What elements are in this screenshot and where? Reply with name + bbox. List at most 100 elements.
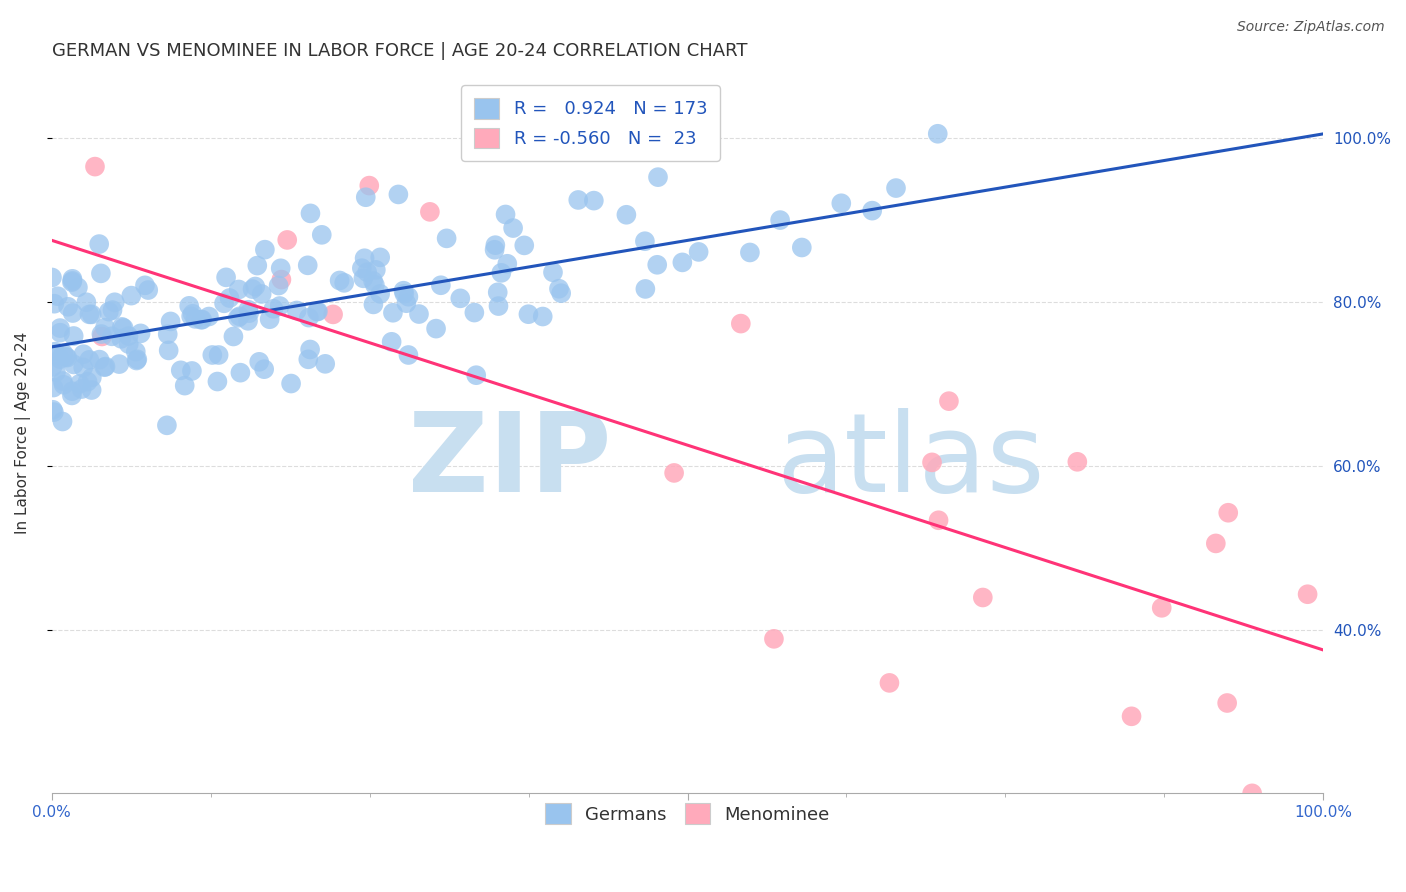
Point bbox=[70, 382, 93, 396]
Point bbox=[45, 365, 67, 379]
Point bbox=[269, 299, 291, 313]
Point bbox=[75, 295, 97, 310]
Point bbox=[927, 127, 949, 141]
Point bbox=[647, 170, 669, 185]
Point bbox=[127, 352, 149, 367]
Point bbox=[465, 368, 488, 383]
Point bbox=[830, 196, 852, 211]
Point bbox=[738, 245, 761, 260]
Point bbox=[229, 366, 252, 380]
Point bbox=[364, 277, 387, 292]
Point bbox=[517, 307, 540, 321]
Point bbox=[381, 306, 404, 320]
Point bbox=[181, 364, 204, 378]
Point bbox=[762, 632, 785, 646]
Point bbox=[84, 160, 107, 174]
Point bbox=[513, 238, 536, 252]
Point bbox=[361, 274, 384, 288]
Point bbox=[181, 307, 204, 321]
Point bbox=[42, 405, 65, 419]
Point bbox=[259, 312, 281, 326]
Point bbox=[129, 326, 152, 341]
Point bbox=[226, 310, 249, 325]
Point bbox=[94, 320, 117, 334]
Point bbox=[56, 351, 79, 365]
Point bbox=[270, 272, 292, 286]
Text: Source: ZipAtlas.com: Source: ZipAtlas.com bbox=[1237, 20, 1385, 34]
Point bbox=[104, 295, 127, 310]
Point bbox=[222, 329, 245, 343]
Point bbox=[72, 360, 94, 375]
Point bbox=[463, 305, 485, 319]
Point bbox=[97, 304, 120, 318]
Point bbox=[305, 304, 328, 318]
Point bbox=[297, 352, 319, 367]
Point bbox=[101, 303, 124, 318]
Text: atlas: atlas bbox=[776, 409, 1045, 516]
Point bbox=[1218, 506, 1240, 520]
Point bbox=[66, 280, 89, 294]
Point bbox=[430, 278, 453, 293]
Point bbox=[80, 383, 103, 397]
Point bbox=[125, 344, 148, 359]
Point bbox=[394, 286, 416, 301]
Point bbox=[436, 231, 458, 245]
Point bbox=[108, 357, 131, 371]
Point bbox=[938, 394, 960, 409]
Point bbox=[285, 303, 308, 318]
Point bbox=[1296, 587, 1319, 601]
Point bbox=[110, 332, 132, 346]
Point bbox=[136, 283, 159, 297]
Point bbox=[111, 319, 134, 334]
Point bbox=[60, 384, 83, 399]
Point bbox=[69, 376, 91, 391]
Point bbox=[662, 466, 685, 480]
Point bbox=[263, 301, 285, 316]
Point bbox=[395, 296, 418, 310]
Text: GERMAN VS MENOMINEE IN LABOR FORCE | AGE 20-24 CORRELATION CHART: GERMAN VS MENOMINEE IN LABOR FORCE | AGE… bbox=[52, 42, 748, 60]
Point bbox=[118, 337, 141, 351]
Point bbox=[688, 244, 710, 259]
Point bbox=[51, 415, 73, 429]
Point bbox=[311, 227, 333, 242]
Point bbox=[250, 287, 273, 301]
Text: ZIP: ZIP bbox=[408, 409, 612, 516]
Point bbox=[645, 258, 668, 272]
Point bbox=[354, 190, 377, 204]
Point bbox=[242, 282, 264, 296]
Point bbox=[198, 310, 221, 324]
Point bbox=[419, 205, 441, 219]
Point bbox=[541, 265, 564, 279]
Point bbox=[484, 243, 506, 257]
Point bbox=[190, 312, 212, 326]
Point bbox=[52, 374, 75, 388]
Point bbox=[307, 304, 329, 318]
Point bbox=[60, 272, 83, 286]
Point bbox=[212, 296, 235, 310]
Point bbox=[634, 234, 657, 248]
Point bbox=[502, 221, 524, 235]
Point bbox=[179, 299, 201, 313]
Point bbox=[62, 274, 84, 288]
Point bbox=[42, 402, 65, 417]
Point bbox=[157, 343, 180, 358]
Point bbox=[671, 255, 693, 269]
Point bbox=[1241, 786, 1264, 800]
Point bbox=[634, 282, 657, 296]
Point bbox=[49, 352, 72, 367]
Point bbox=[396, 290, 419, 304]
Point bbox=[191, 312, 214, 326]
Point bbox=[352, 271, 374, 285]
Point bbox=[215, 270, 238, 285]
Point bbox=[60, 275, 83, 289]
Point bbox=[368, 251, 391, 265]
Point bbox=[531, 310, 554, 324]
Point bbox=[94, 359, 117, 374]
Point bbox=[207, 375, 229, 389]
Point bbox=[879, 676, 901, 690]
Point bbox=[52, 377, 75, 392]
Point bbox=[125, 353, 148, 368]
Point bbox=[322, 307, 344, 321]
Point bbox=[329, 273, 352, 287]
Point bbox=[55, 350, 77, 364]
